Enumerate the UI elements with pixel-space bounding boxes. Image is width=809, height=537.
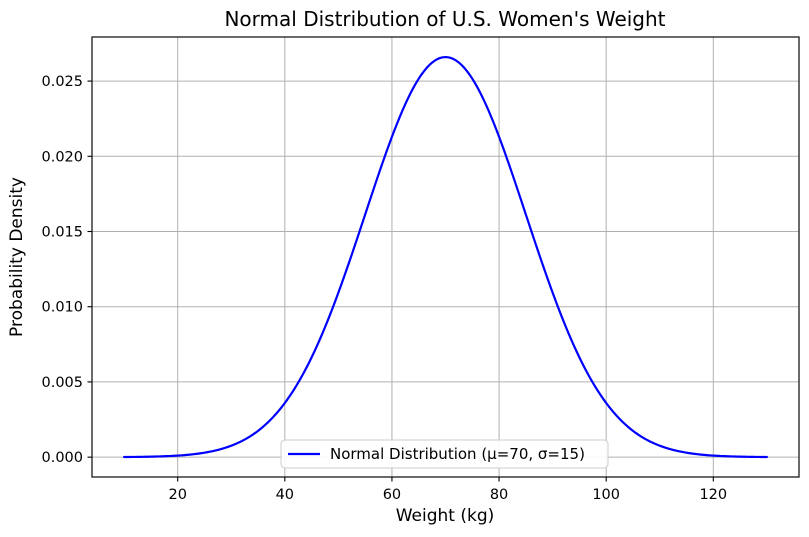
y-tick-label: 0.005 <box>41 375 83 391</box>
normal-curve <box>123 55 768 459</box>
x-tick-label: 40 <box>276 487 294 503</box>
x-tick-label: 60 <box>383 487 401 503</box>
x-tick-label: 80 <box>490 487 508 503</box>
legend: Normal Distribution (μ=70, σ=15) <box>280 439 609 469</box>
x-tick-labels: 20 40 60 80 100 120 <box>168 487 727 503</box>
x-tick-label: 20 <box>168 487 186 503</box>
plot-border <box>91 36 800 478</box>
legend-label: Normal Distribution (μ=70, σ=15) <box>330 445 585 463</box>
tick-marks <box>87 80 714 482</box>
y-tick-label: 0.000 <box>41 450 83 466</box>
y-tick-labels: 0.000 0.005 0.010 0.015 0.020 0.025 <box>41 74 83 466</box>
y-axis-label: Probability Density <box>7 177 27 337</box>
x-tick-label: 120 <box>699 487 727 503</box>
y-tick-label: 0.025 <box>41 74 83 90</box>
legend-box <box>280 439 609 469</box>
chart-title: Normal Distribution of U.S. Women's Weig… <box>224 7 665 31</box>
gridlines <box>92 37 799 477</box>
y-tick-label: 0.010 <box>41 300 83 316</box>
x-tick-label: 100 <box>592 487 620 503</box>
x-axis-label: Weight (kg) <box>396 506 495 526</box>
y-tick-label: 0.020 <box>41 149 83 165</box>
y-tick-label: 0.015 <box>41 225 83 241</box>
